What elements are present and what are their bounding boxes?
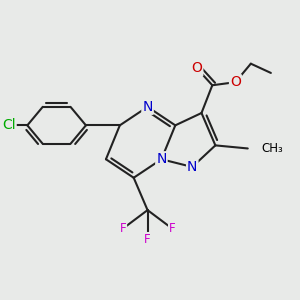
Text: N: N [142,100,153,114]
Text: O: O [230,75,241,89]
Text: N: N [187,160,197,174]
Text: F: F [169,222,175,235]
Text: F: F [144,233,151,246]
Text: CH₃: CH₃ [262,142,284,155]
Text: Cl: Cl [2,118,16,132]
Text: O: O [191,61,202,75]
Text: F: F [120,222,126,235]
Text: N: N [156,152,167,166]
